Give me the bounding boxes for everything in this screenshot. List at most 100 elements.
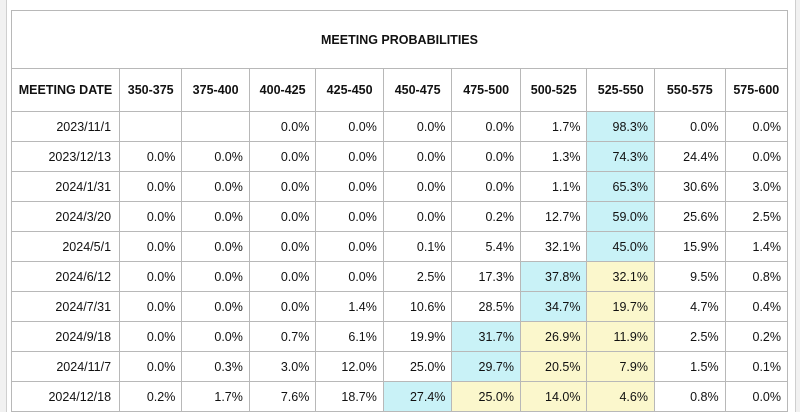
probability-cell-highlighted: 7.9% [586, 351, 655, 382]
table-row: 2024/7/31 0.0% 0.0% 0.0% 1.4% 10.6% 28.5% 34.7%… [10, 291, 789, 322]
probability-cell-highlighted: 45.0% [586, 231, 655, 262]
probability-cell: 0.0% [248, 171, 317, 202]
column-header-rate-range: 475-500 [451, 68, 521, 112]
probability-cell: 0.2% [724, 321, 789, 352]
probability-cell: 1.4% [315, 291, 384, 322]
probability-cell: 0.0% [119, 171, 183, 202]
table-title: MEETING PROBABILITIES [11, 10, 788, 69]
column-header-rate-range: 375-400 [181, 68, 250, 112]
column-header-rate-range: 500-525 [519, 68, 588, 112]
probability-cell: 4.7% [653, 291, 726, 322]
probability-cell: 0.0% [181, 141, 250, 172]
probability-cell-highlighted: 32.1% [586, 261, 655, 292]
probability-cell-highlighted: 19.7% [586, 291, 655, 322]
probability-cell: 6.1% [315, 321, 384, 352]
probability-cell: 0.2% [119, 381, 183, 412]
probability-cell: 0.0% [181, 291, 250, 322]
probability-cell: 0.0% [119, 201, 183, 232]
probability-cell: 25.6% [653, 201, 726, 232]
column-header-rate-range: 425-450 [315, 68, 384, 112]
probability-cell: 0.0% [315, 261, 384, 292]
probability-cell: 32.1% [519, 231, 588, 262]
probability-cell: 0.0% [724, 381, 789, 412]
column-header-rate-range: 525-550 [586, 68, 655, 112]
probability-cell [119, 111, 183, 142]
probability-cell: 0.3% [181, 351, 250, 382]
probability-cell: 1.4% [724, 231, 789, 262]
probability-cell: 0.4% [724, 291, 789, 322]
meeting-date-cell: 2023/11/1 [10, 111, 121, 142]
probability-cell: 1.7% [519, 111, 588, 142]
probability-cell: 0.2% [451, 201, 521, 232]
meeting-date-cell: 2024/3/20 [10, 201, 121, 232]
probability-cell: 15.9% [653, 231, 726, 262]
meeting-date-cell: 2024/5/1 [10, 231, 121, 262]
column-header-row: MEETING DATE 350-375 375-400 400-425 425-45… [10, 68, 789, 112]
probability-cell: 0.0% [315, 231, 384, 262]
probability-cell: 0.0% [181, 261, 250, 292]
probability-cell-highlighted: 65.3% [586, 171, 655, 202]
probability-cell: 0.0% [451, 171, 521, 202]
probability-cell: 12.7% [519, 201, 588, 232]
probability-cell: 0.0% [181, 171, 250, 202]
probability-cell: 0.7% [248, 321, 317, 352]
probability-cell: 28.5% [451, 291, 521, 322]
probability-cell: 0.0% [724, 141, 789, 172]
probability-cell: 0.0% [382, 171, 453, 202]
meeting-date-cell: 2024/11/7 [10, 351, 121, 382]
probability-cell-highlighted: 74.3% [586, 141, 655, 172]
probability-cell: 0.0% [248, 141, 317, 172]
probability-cell: 2.5% [724, 201, 789, 232]
probability-cell: 0.0% [653, 111, 726, 142]
meeting-date-cell: 2023/12/13 [10, 141, 121, 172]
meeting-date-cell: 2024/7/31 [10, 291, 121, 322]
probability-cell: 25.0% [382, 351, 453, 382]
meeting-date-cell: 2024/9/18 [10, 321, 121, 352]
table-row: 2024/6/12 0.0% 0.0% 0.0% 0.0% 2.5% 17.3% 37.8% 3… [10, 261, 789, 292]
probability-cell: 0.0% [451, 141, 521, 172]
probability-cell: 3.0% [248, 351, 317, 382]
probability-cell: 1.1% [519, 171, 588, 202]
probability-cell: 0.0% [181, 321, 250, 352]
probability-cell-highlighted: 4.6% [586, 381, 655, 412]
column-header-rate-range: 400-425 [248, 68, 317, 112]
probability-cell: 30.6% [653, 171, 726, 202]
column-header-meeting-date: MEETING DATE [10, 68, 121, 112]
table-row: 2024/5/1 0.0% 0.0% 0.0% 0.0% 0.1% 5.4% 32.1% 45.… [10, 231, 789, 262]
probability-cell: 1.5% [653, 351, 726, 382]
probability-cell: 0.0% [119, 351, 183, 382]
meeting-probabilities-table: MEETING PROBABILITIES MEETING DATE 350-3… [10, 10, 789, 412]
meeting-date-cell: 2024/1/31 [10, 171, 121, 202]
probability-cell: 0.0% [724, 111, 789, 142]
probability-cell: 0.1% [382, 231, 453, 262]
probability-cell: 0.0% [181, 201, 250, 232]
probability-cell-highlighted: 14.0% [519, 381, 588, 412]
probability-cell: 0.8% [724, 261, 789, 292]
table-row: 2023/11/1 0.0% 0.0% 0.0% 0.0% 1.7% 98.3% 0.0% 0.… [10, 111, 789, 142]
meeting-date-cell: 2024/12/18 [10, 381, 121, 412]
probability-cell-highlighted: 98.3% [586, 111, 655, 142]
probability-cell: 0.0% [382, 201, 453, 232]
probability-cell-highlighted: 59.0% [586, 201, 655, 232]
column-header-rate-range: 350-375 [119, 68, 183, 112]
probability-cell: 0.0% [382, 111, 453, 142]
probability-cell [181, 111, 250, 142]
column-header-rate-range: 550-575 [653, 68, 726, 112]
probability-cell: 5.4% [451, 231, 521, 262]
probability-cell: 0.0% [248, 231, 317, 262]
probability-cell: 24.4% [653, 141, 726, 172]
probability-cell-highlighted: 29.7% [451, 351, 521, 382]
probability-cell: 12.0% [315, 351, 384, 382]
meeting-date-cell: 2024/6/12 [10, 261, 121, 292]
probability-cell: 0.0% [248, 201, 317, 232]
probability-cell-highlighted: 11.9% [586, 321, 655, 352]
probability-cell-highlighted: 34.7% [519, 291, 588, 322]
probability-cell: 0.0% [315, 111, 384, 142]
probability-cell: 0.0% [315, 171, 384, 202]
probability-cell: 17.3% [451, 261, 521, 292]
table-row: 2024/3/20 0.0% 0.0% 0.0% 0.0% 0.0% 0.2% 12.7% 59… [10, 201, 789, 232]
table-body: 2023/11/1 0.0% 0.0% 0.0% 0.0% 1.7% 98.3% 0.0% 0.… [10, 111, 789, 412]
probability-cell: 0.8% [653, 381, 726, 412]
table-row: 2024/1/31 0.0% 0.0% 0.0% 0.0% 0.0% 0.0% 1.1% 65.… [10, 171, 789, 202]
probability-cell: 18.7% [315, 381, 384, 412]
